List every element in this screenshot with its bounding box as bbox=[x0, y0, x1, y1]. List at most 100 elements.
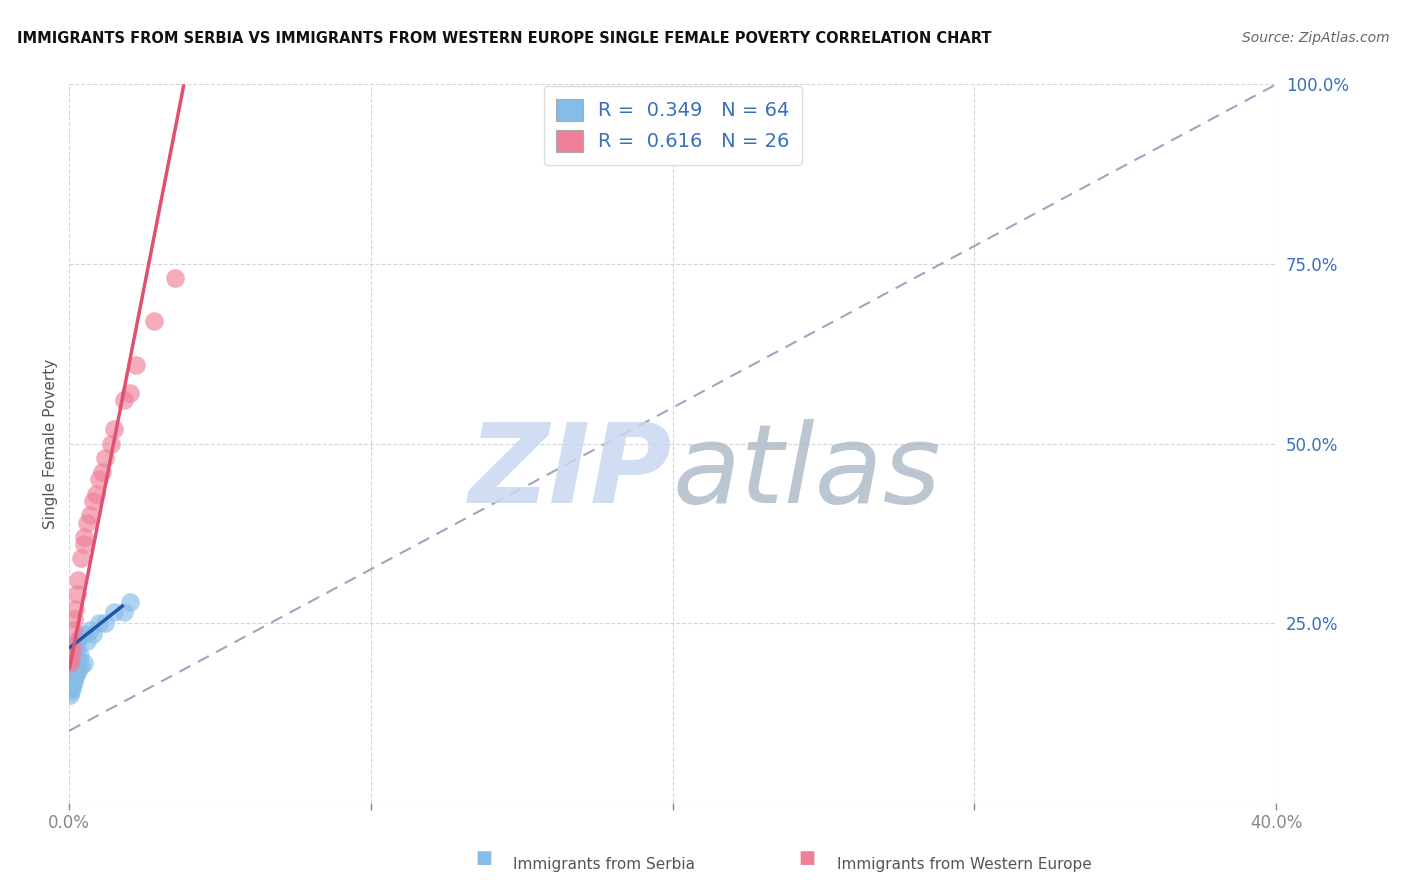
Point bbox=[62, 666, 84, 681]
Point bbox=[62, 656, 84, 670]
Point bbox=[73, 627, 96, 641]
Point bbox=[59, 673, 82, 688]
Point bbox=[112, 605, 135, 619]
Point bbox=[65, 601, 87, 615]
Text: Immigrants from Western Europe: Immigrants from Western Europe bbox=[837, 857, 1091, 872]
Point bbox=[59, 663, 82, 677]
Point bbox=[66, 641, 89, 656]
Point bbox=[59, 652, 82, 666]
Point bbox=[62, 641, 84, 656]
Point bbox=[163, 271, 186, 285]
Point bbox=[73, 537, 96, 551]
Point bbox=[69, 648, 91, 663]
Point bbox=[66, 652, 89, 666]
Point bbox=[60, 666, 83, 681]
Point bbox=[60, 656, 83, 670]
Point bbox=[66, 634, 89, 648]
Text: Immigrants from Serbia: Immigrants from Serbia bbox=[513, 857, 695, 872]
Point bbox=[94, 615, 117, 630]
Point bbox=[60, 652, 83, 666]
Point bbox=[112, 393, 135, 408]
Point bbox=[60, 684, 83, 698]
Point bbox=[73, 656, 96, 670]
Point bbox=[59, 656, 82, 670]
Point bbox=[63, 659, 86, 673]
Point bbox=[79, 508, 101, 523]
Point bbox=[59, 670, 82, 684]
Point bbox=[82, 627, 104, 641]
Point bbox=[59, 659, 82, 673]
Point bbox=[103, 605, 125, 619]
Point bbox=[65, 670, 87, 684]
Point bbox=[142, 314, 165, 328]
Point bbox=[73, 530, 96, 544]
Point bbox=[60, 645, 83, 659]
Point bbox=[60, 656, 83, 670]
Point bbox=[62, 645, 84, 659]
Point bbox=[60, 663, 83, 677]
Point bbox=[70, 659, 93, 673]
Point bbox=[60, 663, 83, 677]
Point bbox=[62, 641, 84, 656]
Point bbox=[59, 652, 82, 666]
Legend: R =  0.349   N = 64, R =  0.616   N = 26: R = 0.349 N = 64, R = 0.616 N = 26 bbox=[544, 87, 801, 165]
Point bbox=[63, 673, 86, 688]
Point bbox=[103, 422, 125, 436]
Point bbox=[59, 666, 82, 681]
Point bbox=[66, 587, 89, 601]
Point bbox=[60, 673, 83, 688]
Point bbox=[89, 615, 111, 630]
Point bbox=[62, 612, 84, 626]
Text: IMMIGRANTS FROM SERBIA VS IMMIGRANTS FROM WESTERN EUROPE SINGLE FEMALE POVERTY C: IMMIGRANTS FROM SERBIA VS IMMIGRANTS FRO… bbox=[17, 31, 991, 46]
Point bbox=[67, 663, 90, 677]
Point bbox=[62, 677, 84, 691]
Point bbox=[60, 670, 83, 684]
Point bbox=[62, 652, 84, 666]
Point bbox=[60, 648, 83, 663]
Point bbox=[62, 645, 84, 659]
Point bbox=[60, 638, 83, 652]
Point bbox=[62, 648, 84, 663]
Point bbox=[60, 645, 83, 659]
Point bbox=[62, 652, 84, 666]
Point bbox=[100, 436, 122, 450]
Point bbox=[63, 641, 86, 656]
Point bbox=[59, 663, 82, 677]
Text: ■: ■ bbox=[799, 849, 815, 867]
Text: atlas: atlas bbox=[672, 418, 941, 525]
Point bbox=[82, 494, 104, 508]
Point bbox=[60, 659, 83, 673]
Point bbox=[59, 656, 82, 670]
Point bbox=[118, 386, 141, 401]
Point bbox=[66, 666, 89, 681]
Point bbox=[63, 638, 86, 652]
Point bbox=[65, 638, 87, 652]
Text: ZIP: ZIP bbox=[470, 418, 672, 525]
Point bbox=[65, 656, 87, 670]
Point bbox=[62, 624, 84, 638]
Point bbox=[79, 624, 101, 638]
Point bbox=[118, 594, 141, 608]
Point bbox=[91, 465, 114, 479]
Point bbox=[60, 659, 83, 673]
Point bbox=[124, 358, 146, 372]
Point bbox=[70, 551, 93, 566]
Point bbox=[67, 573, 90, 587]
Point bbox=[62, 663, 84, 677]
Text: Source: ZipAtlas.com: Source: ZipAtlas.com bbox=[1241, 31, 1389, 45]
Point bbox=[76, 516, 98, 530]
Point bbox=[63, 648, 86, 663]
Point bbox=[94, 450, 117, 465]
Point bbox=[59, 677, 82, 691]
Text: ■: ■ bbox=[475, 849, 492, 867]
Point bbox=[65, 645, 87, 659]
Point bbox=[60, 681, 83, 695]
Y-axis label: Single Female Poverty: Single Female Poverty bbox=[44, 359, 58, 529]
Point bbox=[76, 634, 98, 648]
Point bbox=[59, 688, 82, 702]
Point bbox=[69, 631, 91, 645]
Point bbox=[89, 472, 111, 486]
Point bbox=[59, 681, 82, 695]
Point bbox=[59, 670, 82, 684]
Point bbox=[86, 487, 108, 501]
